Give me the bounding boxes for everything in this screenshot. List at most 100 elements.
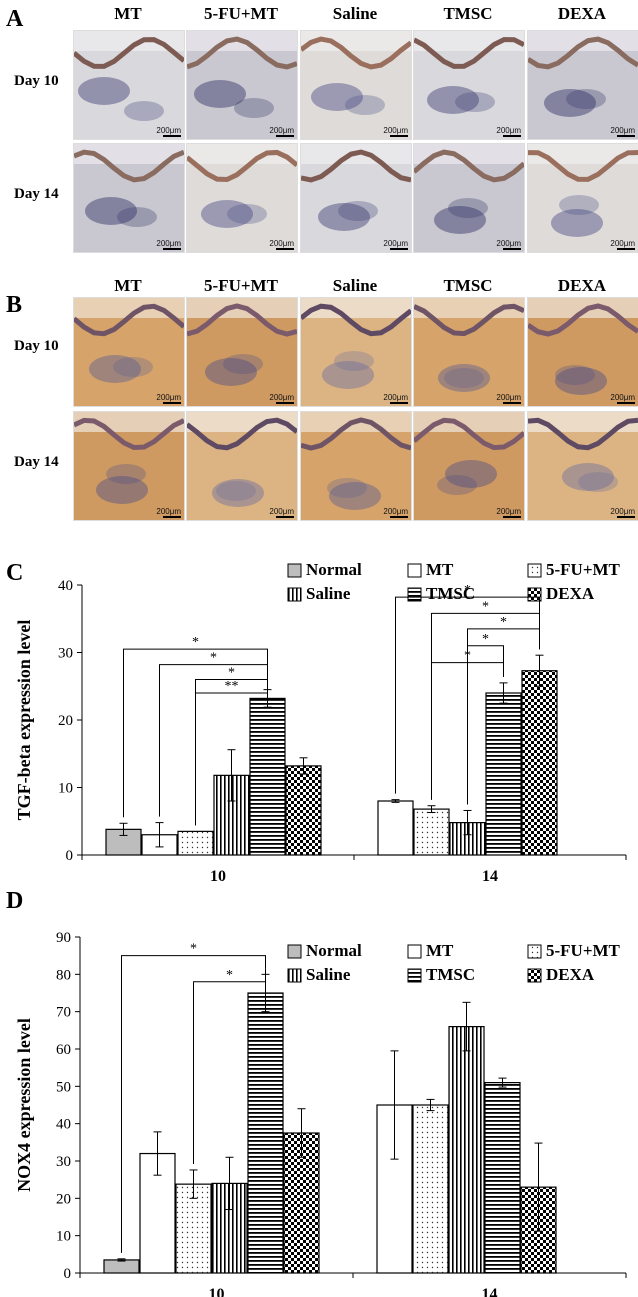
significance-marker: * bbox=[464, 583, 471, 598]
scale-bar-label: 200μm bbox=[496, 393, 521, 402]
panel-letter-b: B bbox=[6, 292, 23, 318]
scale-bar-label: 200μm bbox=[610, 507, 635, 516]
x-category-label: 14 bbox=[482, 1286, 498, 1297]
panel-letter-d: D bbox=[6, 888, 24, 914]
b-col-label-1: 5-FU+MT bbox=[204, 276, 278, 295]
a-col-label-4: DEXA bbox=[557, 4, 607, 23]
bar-saline bbox=[448, 1026, 485, 1274]
y-tick-label: 70 bbox=[56, 1005, 71, 1021]
legend-label-1: MT bbox=[426, 941, 454, 960]
significance-bracket bbox=[159, 664, 268, 817]
bar-tmsc bbox=[247, 992, 284, 1274]
b-tissue-image: 200μm bbox=[300, 411, 412, 521]
legend-label-2: 5-FU+MT bbox=[546, 560, 621, 579]
bar-tmsc bbox=[484, 1082, 521, 1274]
legend-swatch-3 bbox=[287, 587, 302, 602]
bar-5-fu-mt bbox=[413, 808, 450, 856]
b-tissue-image: 200μm bbox=[527, 411, 638, 521]
b-col-label-4: DEXA bbox=[557, 276, 607, 295]
a-col-label-0: MT bbox=[114, 4, 142, 23]
scale-bar-label: 200μm bbox=[156, 393, 181, 402]
bar-5-fu-mt bbox=[412, 1104, 449, 1274]
legend-swatch-5 bbox=[527, 968, 542, 983]
legend-label-2: 5-FU+MT bbox=[546, 941, 621, 960]
bar-dexa bbox=[283, 1132, 320, 1274]
scale-bar-label: 200μm bbox=[383, 507, 408, 516]
y-tick-label: 0 bbox=[66, 848, 74, 864]
significance-marker: * bbox=[226, 968, 233, 983]
legend-label-4: TMSC bbox=[426, 965, 475, 984]
legend-swatch-1 bbox=[407, 563, 422, 578]
scale-bar-label: 200μm bbox=[496, 239, 521, 248]
a-col-label-1: 5-FU+MT bbox=[204, 4, 278, 23]
x-category-label: 10 bbox=[209, 1286, 225, 1297]
legend-label-0: Normal bbox=[306, 560, 362, 579]
a-row-label-1: Day 14 bbox=[14, 186, 59, 202]
bar-dexa bbox=[521, 670, 558, 856]
b-tissue-image: 200μm bbox=[73, 297, 185, 407]
a-tissue-image: 200μm bbox=[73, 30, 185, 140]
scale-bar-label: 200μm bbox=[383, 126, 408, 135]
y-axis-title: NOX4 expression level bbox=[14, 1018, 34, 1192]
x-category-label: 10 bbox=[210, 868, 226, 885]
tgf-beta-chart: Normal MT 5-FU+MT Saline TMSC DEXA 0 10 20 30 40 10… bbox=[14, 560, 627, 890]
b-tissue-image: 200μm bbox=[413, 297, 525, 407]
legend-swatch-4 bbox=[407, 587, 422, 602]
legend-label-4: TMSC bbox=[426, 584, 475, 603]
legend-swatch-2 bbox=[527, 944, 542, 959]
y-tick-label: 30 bbox=[56, 1154, 71, 1170]
significance-bracket bbox=[431, 662, 504, 800]
legend-swatch-4 bbox=[407, 968, 422, 983]
y-tick-label: 50 bbox=[56, 1079, 71, 1095]
a-row-label-0: Day 10 bbox=[14, 73, 59, 89]
b-col-label-3: TMSC bbox=[443, 276, 493, 295]
bar-mt bbox=[377, 800, 414, 856]
y-tick-label: 20 bbox=[58, 713, 73, 729]
legend-swatch-0 bbox=[287, 563, 302, 578]
y-tick-label: 80 bbox=[56, 967, 71, 983]
y-axis-title: TGF-beta expression level bbox=[14, 620, 34, 821]
significance-marker: * bbox=[500, 615, 507, 630]
a-col-label-3: TMSC bbox=[443, 4, 493, 23]
y-tick-label: 20 bbox=[56, 1191, 71, 1207]
legend-swatch-1 bbox=[407, 944, 422, 959]
a-tissue-image: 200μm bbox=[300, 143, 412, 253]
b-tissue-image: 200μm bbox=[186, 411, 298, 521]
legend-swatch-0 bbox=[287, 944, 302, 959]
scale-bar-label: 200μm bbox=[269, 126, 294, 135]
scale-bar-label: 200μm bbox=[156, 507, 181, 516]
legend-label-1: MT bbox=[426, 560, 454, 579]
legend-swatch-3 bbox=[287, 968, 302, 983]
scale-bar-label: 200μm bbox=[610, 393, 635, 402]
significance-marker: * bbox=[228, 666, 235, 681]
legend-label-3: Saline bbox=[306, 965, 351, 984]
scale-bar-label: 200μm bbox=[269, 239, 294, 248]
a-tissue-image: 200μm bbox=[527, 30, 638, 140]
legend-label-5: DEXA bbox=[546, 584, 595, 603]
a-tissue-image: 200μm bbox=[413, 30, 525, 140]
significance-marker: * bbox=[190, 942, 197, 957]
significance-bracket bbox=[121, 955, 266, 1253]
b-tissue-image: 200μm bbox=[527, 297, 638, 407]
significance-marker: * bbox=[482, 632, 489, 647]
scale-bar-label: 200μm bbox=[610, 239, 635, 248]
significance-bracket bbox=[193, 968, 266, 1164]
legend-label-0: Normal bbox=[306, 941, 362, 960]
bar-tmsc bbox=[249, 697, 286, 856]
x-category-label: 14 bbox=[482, 868, 498, 885]
significance-marker: ** bbox=[225, 679, 239, 694]
scale-bar-label: 200μm bbox=[383, 393, 408, 402]
y-tick-label: 10 bbox=[58, 781, 73, 797]
y-tick-label: 0 bbox=[64, 1266, 72, 1282]
a-tissue-image: 200μm bbox=[300, 30, 412, 140]
y-tick-label: 90 bbox=[56, 930, 71, 946]
panel-letter-c: C bbox=[6, 560, 24, 586]
bar-mt bbox=[376, 1104, 413, 1274]
significance-marker: * bbox=[464, 649, 471, 664]
bar-5-fu-mt bbox=[175, 1183, 212, 1274]
legend-label-5: DEXA bbox=[546, 965, 595, 984]
b-tissue-image: 200μm bbox=[186, 297, 298, 407]
y-tick-label: 40 bbox=[56, 1117, 71, 1133]
bar-dexa bbox=[285, 765, 322, 856]
a-tissue-image: 200μm bbox=[186, 143, 298, 253]
